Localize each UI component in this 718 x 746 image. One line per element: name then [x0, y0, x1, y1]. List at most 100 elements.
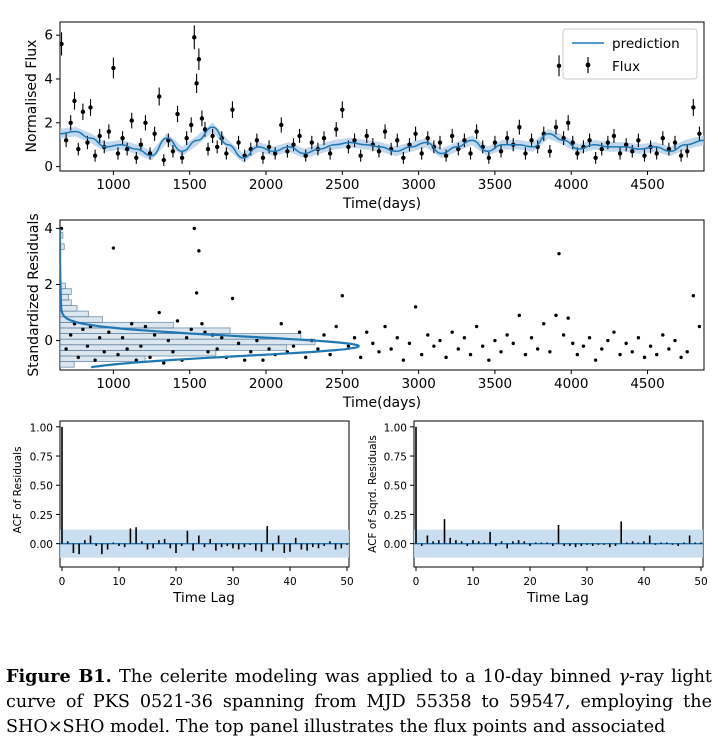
flux-marker	[449, 133, 455, 139]
flux-marker	[63, 138, 69, 143]
residual-point	[697, 324, 702, 329]
flux-marker	[80, 109, 86, 115]
light-curve-x-tick-label: 4500	[630, 177, 664, 193]
p4-x-tick-label: 0	[413, 576, 420, 588]
flux-point	[413, 126, 418, 141]
residual-point	[340, 294, 345, 298]
p3-y-tick-label: 0.25	[30, 510, 53, 522]
flux-point	[553, 119, 559, 135]
residual-point	[542, 322, 546, 326]
flux-marker	[129, 118, 134, 123]
caption-text-1: The celerite modeling was applied to a 1…	[111, 667, 619, 687]
flux-point	[68, 115, 73, 131]
residuals-x-tick-label: 1500	[173, 376, 207, 392]
light-curve-y-tick-label: 4	[44, 71, 53, 87]
residual-point	[371, 341, 375, 346]
flux-marker	[517, 124, 522, 130]
caption-gamma-symbol: γ	[618, 667, 630, 687]
residuals-x-tick-label: 3000	[401, 376, 435, 392]
acf-squared-x-label: Time Lag	[526, 590, 589, 606]
flux-point	[88, 99, 93, 116]
light-curve-x-tick-label: 3000	[401, 177, 435, 193]
light-curve-y-ticks: 0 2 4 6	[44, 28, 60, 175]
flux-point	[352, 133, 357, 148]
flux-marker	[425, 135, 430, 141]
flux-point	[660, 131, 665, 146]
flux-marker	[556, 63, 562, 69]
flux-point	[175, 105, 180, 123]
flux-marker	[376, 149, 382, 154]
flux-marker	[60, 41, 64, 47]
flux-point	[230, 101, 235, 118]
residual-point	[93, 358, 97, 362]
flux-point	[134, 151, 139, 164]
flux-marker	[456, 146, 461, 152]
residual-point	[68, 333, 73, 337]
flux-marker	[254, 138, 260, 143]
flux-marker	[152, 131, 157, 136]
residuals-y-tick-label: 2	[44, 277, 53, 293]
p3-x-tick-label: 30	[226, 576, 239, 588]
flux-point	[334, 122, 339, 137]
flux-point	[642, 149, 647, 162]
flux-marker	[492, 140, 498, 145]
residuals-x-tick-label: 4500	[630, 376, 664, 392]
flux-marker	[230, 107, 235, 112]
flux-marker	[593, 155, 598, 161]
residual-point	[85, 344, 90, 348]
residual-point	[81, 327, 85, 332]
p4-x-tick-label: 30	[580, 576, 593, 588]
flux-marker	[553, 124, 559, 130]
flux-point	[364, 128, 369, 143]
residual-point	[593, 358, 598, 362]
acf-squared-x-ticks: 0 10 20 30 40 50	[413, 567, 708, 588]
residual-point	[575, 352, 580, 357]
flux-marker	[260, 155, 266, 161]
flux-marker	[297, 133, 302, 139]
p3-x-tick-label: 20	[169, 576, 182, 588]
histogram-bar	[60, 349, 217, 357]
flux-point	[138, 138, 144, 152]
flux-marker	[205, 146, 211, 152]
flux-point	[115, 147, 121, 160]
flux-point	[327, 147, 333, 160]
flux-marker	[672, 140, 678, 145]
residual-point	[316, 347, 320, 351]
flux-marker	[468, 151, 473, 156]
flux-point	[666, 142, 672, 156]
p3-x-tick-label: 40	[283, 576, 296, 588]
histogram-bar	[60, 282, 67, 290]
flux-marker	[106, 129, 112, 134]
residual-point	[111, 246, 116, 250]
residual-point	[648, 344, 653, 348]
flux-marker	[236, 140, 241, 145]
residual-point	[279, 322, 283, 326]
light-curve-x-tick-label: 1000	[96, 177, 130, 193]
residual-point	[125, 347, 129, 351]
acf-squared-axes-frame	[413, 420, 704, 568]
residual-point	[642, 355, 647, 360]
flux-marker	[303, 153, 308, 158]
residual-point	[654, 352, 659, 357]
flux-marker	[76, 146, 81, 152]
flux-point	[358, 149, 363, 162]
flux-point	[106, 124, 112, 139]
flux-marker	[691, 105, 696, 110]
residual-point	[249, 350, 253, 354]
residual-point	[297, 330, 302, 334]
residual-point	[236, 341, 241, 346]
residual-point	[76, 355, 81, 360]
residual-point	[444, 355, 448, 360]
acf-residuals-axes-frame	[59, 420, 350, 568]
residuals-x-ticks: 1000 1500 2000 2500 3000 3500 4000 4500	[96, 370, 665, 392]
residual-point	[206, 350, 210, 354]
p3-y-tick-label: 0.75	[30, 452, 53, 464]
flux-points	[60, 25, 702, 166]
flux-marker	[192, 35, 197, 40]
flux-marker	[561, 135, 566, 141]
flux-point	[303, 149, 308, 162]
flux-marker	[266, 144, 272, 150]
flux-point	[492, 135, 498, 150]
flux-point	[529, 133, 534, 148]
flux-marker	[138, 142, 144, 147]
